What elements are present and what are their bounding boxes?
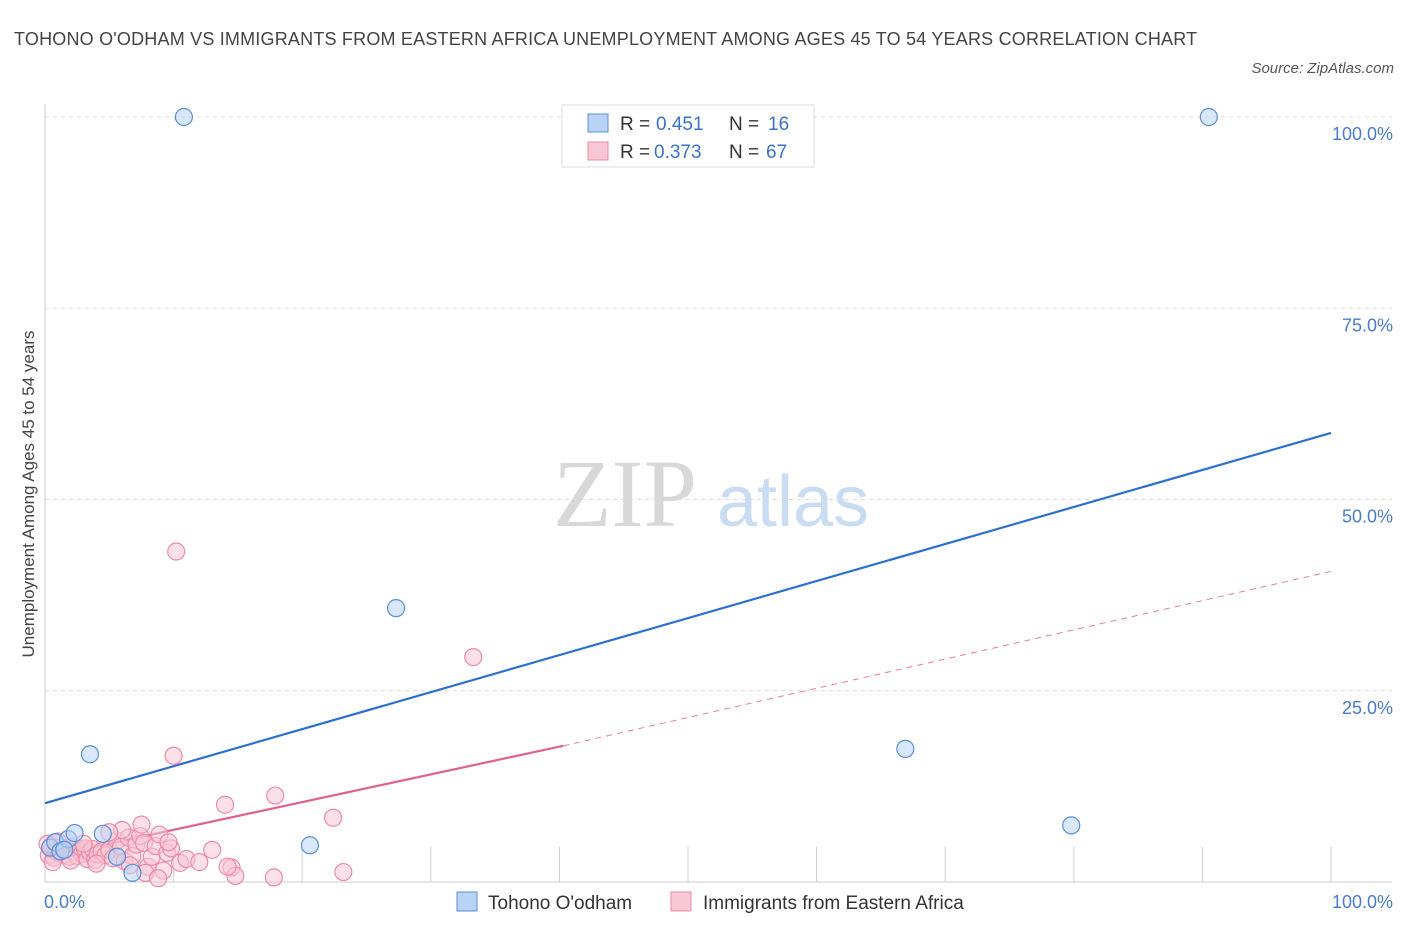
bottom-legend-label-eastern-africa: Immigrants from Eastern Africa — [703, 893, 964, 914]
watermark-zip: ZIP — [553, 440, 697, 547]
y-tick-labels: 25.0% 50.0% 75.0% 100.0% — [1332, 124, 1393, 718]
point-eastern-africa — [167, 542, 186, 561]
point-tohono — [93, 824, 112, 843]
x-tick-label-min: 0.0% — [44, 892, 85, 912]
point-eastern-africa — [203, 840, 222, 859]
data-points — [38, 107, 1218, 888]
bottom-legend-swatch-tohono — [456, 891, 478, 912]
point-tohono — [386, 599, 406, 618]
point-eastern-africa — [164, 746, 183, 765]
point-tohono — [896, 739, 915, 758]
point-tohono — [300, 836, 320, 855]
point-eastern-africa — [87, 854, 106, 873]
y-tick-label: 25.0% — [1342, 698, 1393, 718]
legend-r-value-tohono: 0.451 — [656, 114, 704, 135]
trend-line-tohono — [44, 431, 1332, 805]
y-tick-label: 100.0% — [1332, 124, 1393, 144]
y-tick-label: 50.0% — [1342, 507, 1393, 527]
legend-n-value-tohono: 16 — [768, 114, 789, 135]
bottom-legend-label-tohono: Tohono O'odham — [488, 893, 632, 914]
legend-r-label-1: R = — [620, 114, 650, 135]
point-eastern-africa — [266, 786, 285, 805]
legend-n-value-eastern-africa: 67 — [766, 142, 787, 163]
point-tohono — [174, 107, 193, 127]
point-tohono — [1199, 107, 1218, 127]
legend-r-value-eastern-africa: 0.373 — [654, 142, 702, 163]
chart-source: Source: ZipAtlas.com — [1251, 60, 1394, 77]
point-tohono — [1062, 816, 1081, 835]
grid-lines — [45, 116, 1392, 692]
legend-n-label-1: N = — [729, 114, 759, 135]
point-eastern-africa — [159, 833, 178, 852]
legend-swatch-eastern-africa — [587, 141, 609, 161]
point-eastern-africa — [323, 808, 343, 827]
point-tohono — [65, 823, 84, 843]
series-legend: Tohono O'odham Immigrants from Eastern A… — [456, 891, 964, 914]
point-eastern-africa — [190, 853, 209, 872]
point-eastern-africa — [215, 795, 235, 814]
chart-title: TOHONO O'ODHAM VS IMMIGRANTS FROM EASTER… — [14, 29, 1198, 49]
legend-n-label-2: N = — [729, 142, 759, 163]
point-tohono — [107, 847, 127, 866]
stats-legend: R = 0.451 N = 16 R = 0.373 N = 67 — [561, 104, 815, 168]
trend-line-eastern-africa-extension — [563, 570, 1332, 747]
point-tohono — [80, 745, 100, 764]
point-eastern-africa — [334, 862, 353, 882]
y-axis-label: Unemployment Among Ages 45 to 54 years — [19, 331, 38, 658]
legend-r-label-2: R = — [620, 142, 650, 163]
x-tick-label-max: 100.0% — [1332, 892, 1393, 912]
point-eastern-africa — [464, 647, 483, 667]
point-tohono — [55, 840, 74, 859]
point-eastern-africa — [132, 815, 151, 834]
bottom-legend-swatch-eastern-africa — [670, 891, 692, 912]
point-eastern-africa — [218, 857, 237, 876]
point-eastern-africa — [149, 869, 168, 888]
point-tohono — [123, 863, 142, 882]
point-eastern-africa — [264, 868, 284, 887]
y-tick-label: 75.0% — [1342, 315, 1393, 335]
legend-swatch-tohono — [587, 113, 609, 133]
watermark-atlas: atlas — [717, 462, 869, 542]
